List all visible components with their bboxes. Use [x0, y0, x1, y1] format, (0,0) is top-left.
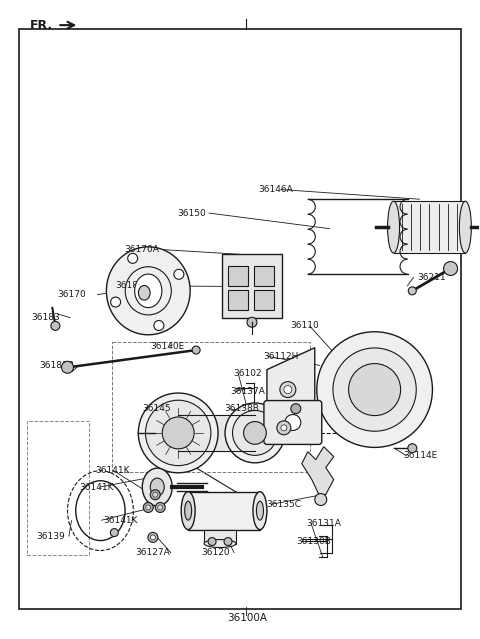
Circle shape	[408, 287, 416, 295]
Text: 36140E: 36140E	[150, 342, 184, 351]
Ellipse shape	[204, 539, 236, 548]
Text: 36181B: 36181B	[40, 361, 74, 370]
Circle shape	[146, 505, 151, 510]
Text: 36131A: 36131A	[306, 519, 341, 528]
Text: 36141K: 36141K	[104, 516, 138, 525]
Polygon shape	[267, 348, 315, 445]
Circle shape	[243, 422, 266, 444]
Circle shape	[284, 385, 292, 394]
Polygon shape	[302, 447, 334, 497]
Circle shape	[408, 443, 417, 452]
Circle shape	[281, 425, 287, 431]
Ellipse shape	[387, 201, 399, 253]
Circle shape	[110, 528, 119, 537]
Circle shape	[150, 489, 160, 500]
Ellipse shape	[135, 274, 162, 307]
Circle shape	[153, 492, 158, 497]
Text: 36150: 36150	[177, 208, 205, 218]
FancyBboxPatch shape	[264, 401, 322, 445]
Text: 36211: 36211	[417, 273, 446, 282]
Ellipse shape	[150, 478, 164, 496]
Circle shape	[208, 537, 216, 546]
Text: 36139: 36139	[36, 532, 65, 541]
Circle shape	[280, 381, 296, 397]
Text: 36137A: 36137A	[230, 387, 265, 396]
Bar	[228, 290, 248, 311]
Text: FR.: FR.	[29, 19, 52, 32]
Circle shape	[150, 535, 156, 540]
Text: 36170A: 36170A	[124, 245, 159, 254]
Circle shape	[154, 321, 164, 330]
Bar	[254, 266, 274, 286]
Text: 36170: 36170	[57, 290, 86, 299]
Circle shape	[285, 415, 301, 431]
Circle shape	[138, 393, 218, 473]
Bar	[27, 422, 89, 555]
Circle shape	[155, 502, 165, 512]
Circle shape	[277, 421, 291, 435]
Circle shape	[291, 404, 301, 413]
Text: 36183: 36183	[31, 313, 60, 322]
Text: 36135C: 36135C	[266, 500, 301, 509]
Circle shape	[315, 493, 327, 505]
Text: 36141K: 36141K	[96, 466, 130, 475]
Text: 36100A: 36100A	[227, 613, 267, 622]
Bar	[394, 201, 465, 253]
Circle shape	[51, 321, 60, 330]
Circle shape	[333, 348, 416, 431]
Text: 36110: 36110	[290, 321, 319, 330]
Text: 36130B: 36130B	[297, 537, 331, 546]
Circle shape	[225, 403, 285, 463]
Bar	[112, 342, 310, 472]
Text: 36120: 36120	[202, 548, 230, 557]
Circle shape	[174, 269, 184, 279]
Circle shape	[232, 410, 277, 456]
Circle shape	[144, 502, 153, 512]
Circle shape	[61, 361, 73, 373]
Ellipse shape	[107, 247, 190, 335]
Ellipse shape	[256, 501, 264, 520]
Ellipse shape	[181, 491, 195, 530]
Ellipse shape	[142, 468, 172, 506]
Circle shape	[317, 332, 432, 447]
Circle shape	[128, 254, 138, 263]
Circle shape	[224, 537, 232, 546]
Ellipse shape	[185, 501, 192, 520]
Bar	[204, 530, 236, 544]
Circle shape	[148, 532, 158, 543]
Text: 36114E: 36114E	[404, 451, 438, 460]
Circle shape	[192, 346, 200, 354]
Circle shape	[348, 364, 401, 415]
Ellipse shape	[253, 491, 267, 530]
Text: 36102: 36102	[233, 369, 262, 378]
Circle shape	[145, 400, 211, 466]
Circle shape	[158, 505, 163, 510]
Circle shape	[110, 297, 120, 307]
Circle shape	[247, 318, 257, 327]
Ellipse shape	[459, 201, 471, 253]
Bar	[222, 254, 282, 318]
Circle shape	[162, 417, 194, 449]
Text: 36141K: 36141K	[80, 482, 114, 491]
Text: 36127A: 36127A	[135, 548, 170, 557]
Ellipse shape	[138, 286, 150, 300]
Text: 36182: 36182	[116, 281, 144, 290]
Bar	[254, 290, 274, 311]
Text: 36145: 36145	[143, 404, 171, 413]
Text: 36138B: 36138B	[225, 404, 260, 413]
Bar	[228, 266, 248, 286]
Text: 36112H: 36112H	[263, 352, 299, 361]
Bar	[188, 491, 260, 530]
Circle shape	[444, 261, 457, 275]
Text: 36146A: 36146A	[259, 185, 293, 194]
